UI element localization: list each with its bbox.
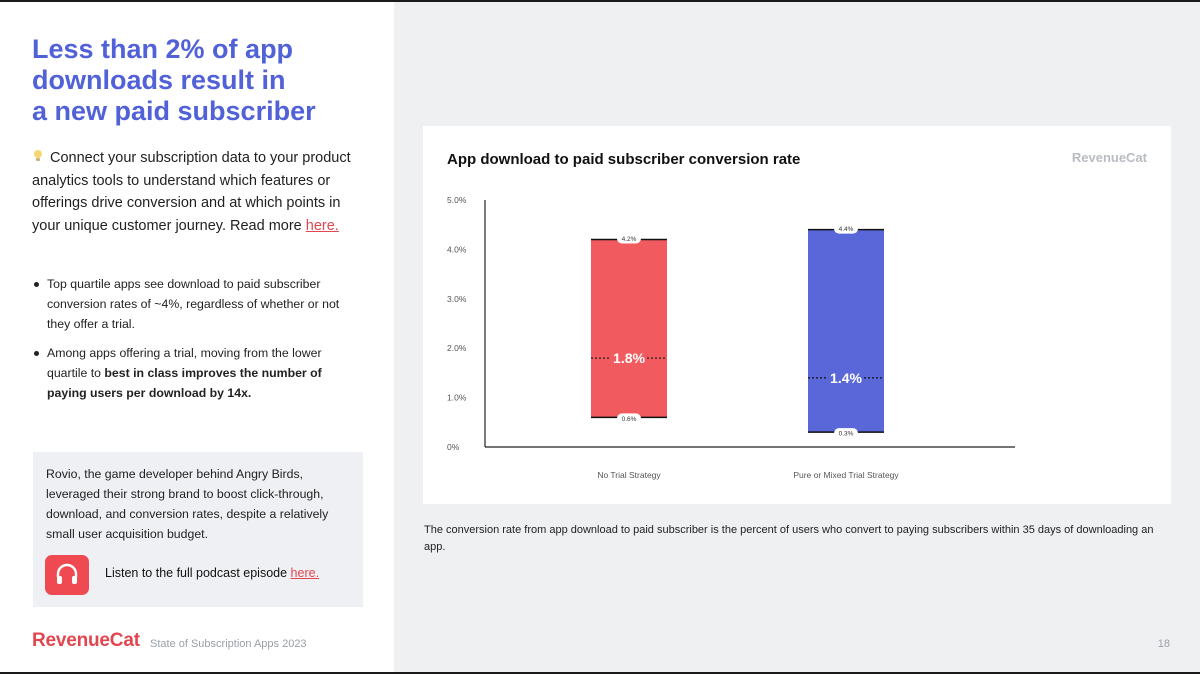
low-value-label: 0.6% <box>622 416 637 423</box>
headline-line-3: a new paid subscriber <box>32 96 316 126</box>
chart-card: App download to paid subscriber conversi… <box>423 126 1171 504</box>
intro-text: Connect your subscription data to your p… <box>32 150 351 234</box>
left-panel: Less than 2% of app downloads result in … <box>0 2 394 672</box>
headline-line-2: downloads result in <box>32 65 286 95</box>
footer-subtitle: State of Subscription Apps 2023 <box>150 638 307 650</box>
x-category-label: No Trial Strategy <box>597 470 661 480</box>
low-label-bg <box>617 413 641 424</box>
revenuecat-logo: RevenueCat <box>32 630 140 651</box>
podcast-prompt: Listen to the full podcast episode here. <box>105 566 319 580</box>
bullet-item: Top quartile apps see download to paid s… <box>32 274 362 334</box>
bullet-list: Top quartile apps see download to paid s… <box>32 274 362 412</box>
x-axis-categories: No Trial Strategy Pure or Mixed Trial Str… <box>597 470 899 480</box>
read-more-link[interactable]: here. <box>305 217 339 234</box>
median-value-label: 1.8% <box>613 350 645 366</box>
conversion-rate-chart: App download to paid subscriber conversi… <box>447 150 1148 480</box>
high-label-bg <box>617 233 641 244</box>
y-axis-ticks: 0% 1.0% 2.0% 3.0% 4.0% 5.0% <box>447 195 467 452</box>
bullet-2-text: Among apps offering a trial, moving from… <box>47 346 322 380</box>
y-tick-label: 4.0% <box>447 244 467 254</box>
median-label-bg <box>611 348 647 369</box>
intro-paragraph: Connect your subscription data to your p… <box>32 147 362 237</box>
bullet-2-bold: best in class improves the number of pay… <box>47 366 322 400</box>
lightbulb-icon <box>34 150 42 161</box>
chart-caption: The conversion rate from app download to… <box>424 524 1154 553</box>
range-bar <box>591 239 667 418</box>
range-bar <box>808 229 884 433</box>
y-tick-label: 2.0% <box>447 343 467 353</box>
headphones-icon[interactable] <box>45 555 89 595</box>
chart-title: App download to paid subscriber conversi… <box>447 151 800 168</box>
low-label-bg <box>834 428 858 439</box>
low-value-label: 0.3% <box>839 431 854 438</box>
x-category-label: Pure or Mixed Trial Strategy <box>793 470 899 480</box>
median-value-label: 1.4% <box>830 370 862 386</box>
high-value-label: 4.2% <box>622 236 637 243</box>
page-number: 18 <box>1157 638 1170 650</box>
bar-series: 4.2% 0.6% 1.8% 4.4% 0.3% 1.4% <box>591 223 884 439</box>
headline: Less than 2% of app downloads result in … <box>32 34 372 127</box>
high-label-bg <box>834 223 858 234</box>
podcast-link[interactable]: here. <box>290 566 320 580</box>
chart-brand-logo: RevenueCat <box>1072 150 1148 165</box>
bullet-1-text: Top quartile apps see download to paid s… <box>47 277 340 331</box>
headline-line-1: Less than 2% of app <box>32 34 294 64</box>
median-label-bg <box>828 367 864 388</box>
y-tick-label: 1.0% <box>447 393 467 403</box>
rovio-callout: Rovio, the game developer behind Angry B… <box>33 452 363 607</box>
y-tick-label: 3.0% <box>447 294 467 304</box>
y-tick-label: 5.0% <box>447 195 467 205</box>
callout-text: Rovio, the game developer behind Angry B… <box>46 467 329 541</box>
bullet-item: Among apps offering a trial, moving from… <box>32 343 362 403</box>
high-value-label: 4.4% <box>839 226 854 233</box>
podcast-text: Listen to the full podcast episode <box>105 566 291 580</box>
y-tick-label: 0% <box>447 442 460 452</box>
